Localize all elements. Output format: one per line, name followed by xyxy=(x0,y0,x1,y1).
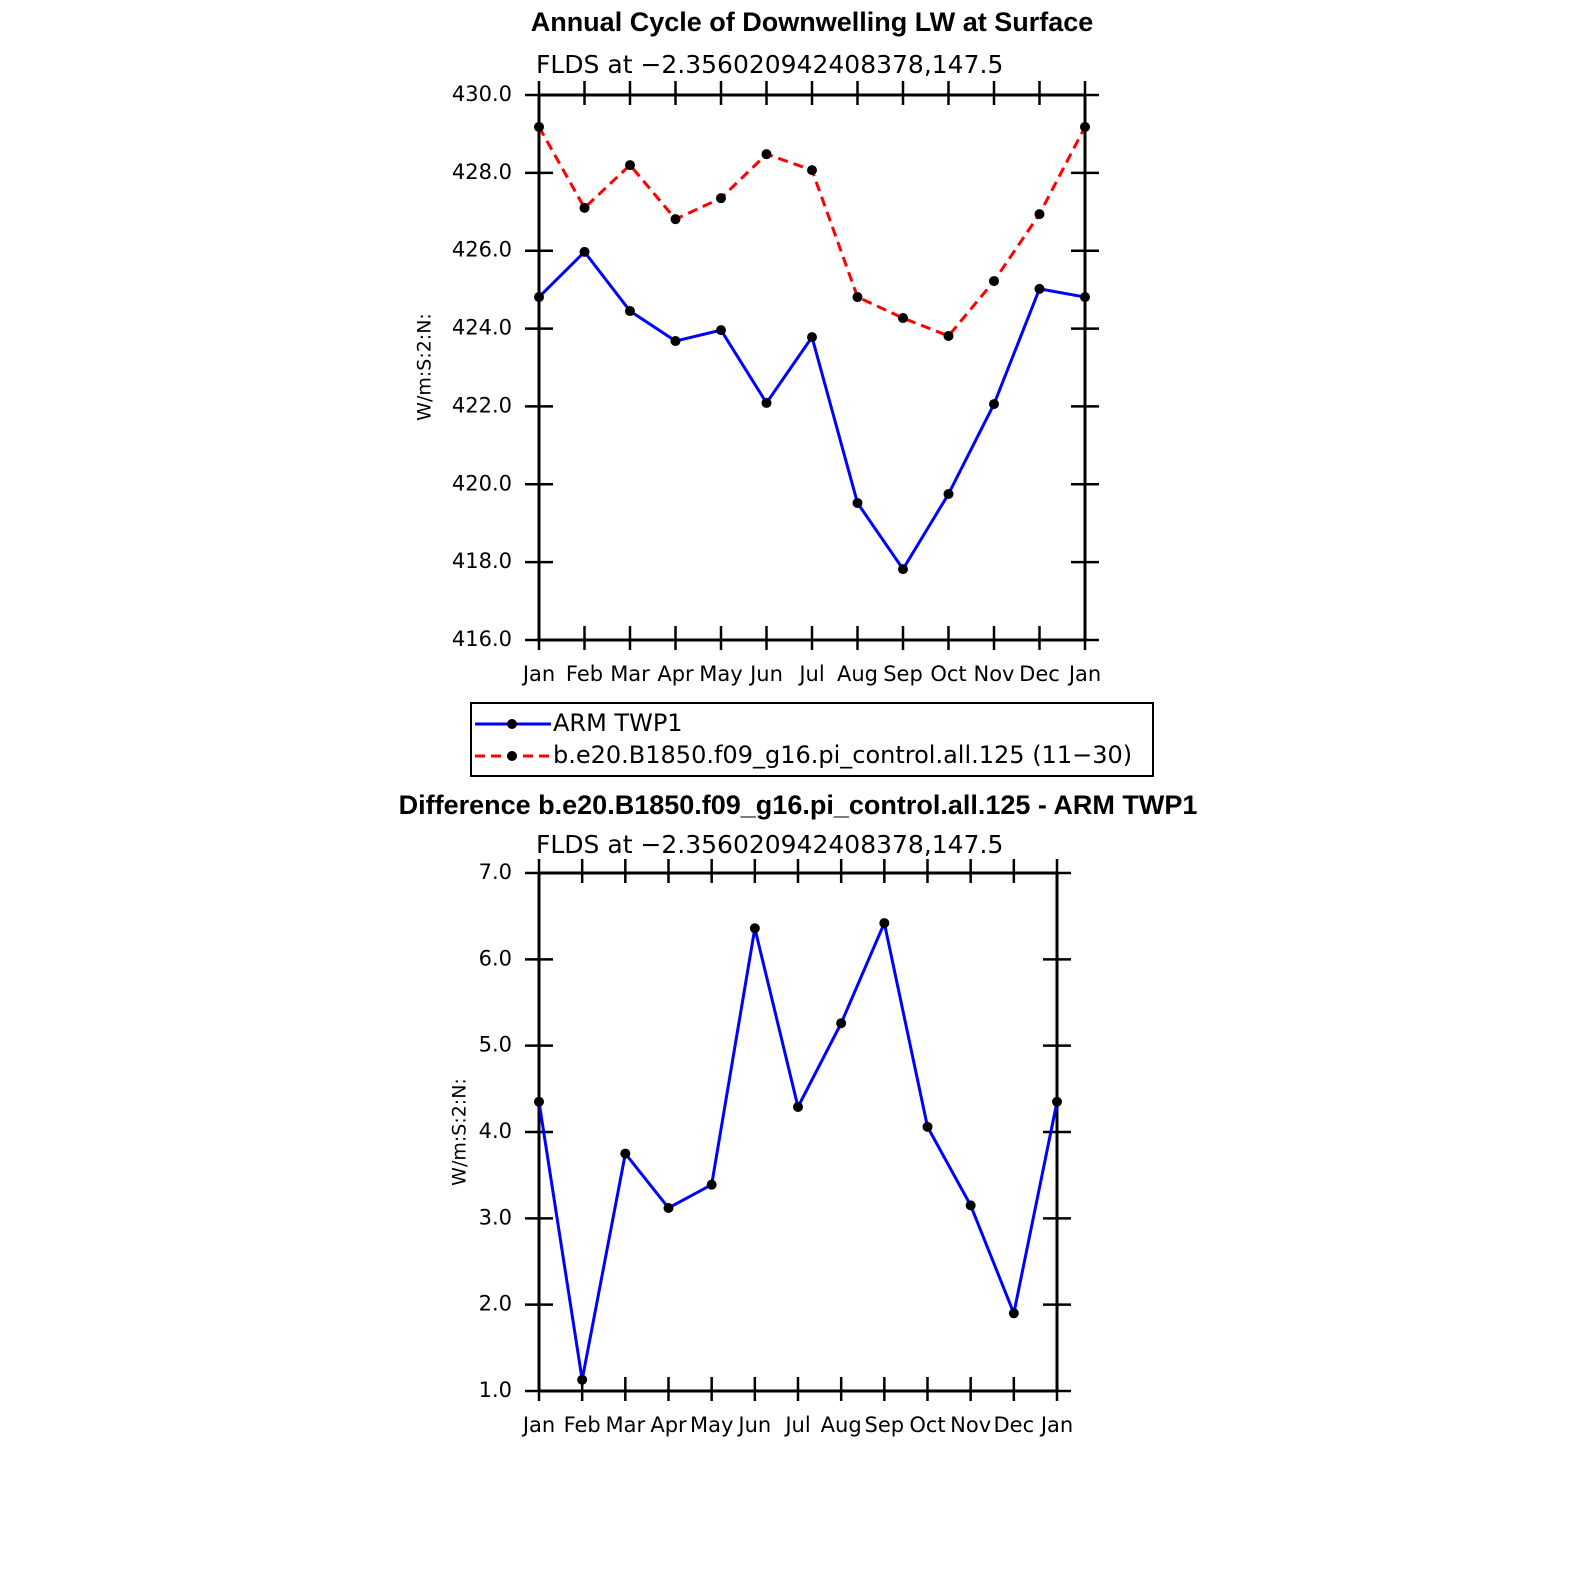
data-point xyxy=(989,399,999,410)
x-tick-label: Jan xyxy=(521,662,555,686)
x-tick-label: May xyxy=(699,662,742,686)
y-tick-label: 5.0 xyxy=(479,1033,512,1057)
data-point xyxy=(749,923,760,934)
x-tick-label: Apr xyxy=(650,1413,687,1437)
x-tick-label: Feb xyxy=(564,1413,601,1437)
series-line xyxy=(537,126,1087,338)
y-tick-label: 6.0 xyxy=(479,946,512,970)
chart-subtitle: FLDS at −2.356020942408378,147.5 xyxy=(536,830,1003,859)
data-point xyxy=(807,332,817,343)
y-tick-label: 7.0 xyxy=(479,860,512,884)
chart-title: Annual Cycle of Downwelling LW at Surfac… xyxy=(531,7,1094,37)
y-tick-label: 416.0 xyxy=(452,627,512,651)
data-point xyxy=(852,497,863,508)
data-point xyxy=(534,121,544,132)
x-tick-label: Nov xyxy=(974,662,1015,686)
data-point xyxy=(922,1121,933,1132)
data-point xyxy=(1034,209,1045,220)
data-point xyxy=(670,214,681,225)
data-point xyxy=(579,202,590,213)
chart-title: Difference b.e20.B1850.f09_g16.pi_contro… xyxy=(399,790,1198,820)
data-point xyxy=(625,160,635,171)
x-tick-label: Aug xyxy=(837,662,878,686)
data-point xyxy=(879,918,890,929)
x-tick-label: Oct xyxy=(930,662,966,686)
y-tick-label: 1.0 xyxy=(479,1378,512,1402)
data-point xyxy=(1080,121,1090,132)
data-point xyxy=(793,1101,803,1112)
y-tick-label: 418.0 xyxy=(452,549,512,573)
y-tick-label: 420.0 xyxy=(452,471,512,495)
plot-frame xyxy=(537,871,1059,1393)
chart-subtitle: FLDS at −2.356020942408378,147.5 xyxy=(536,50,1003,79)
legend-box xyxy=(470,702,1154,777)
data-point xyxy=(1008,1308,1019,1319)
data-point xyxy=(852,292,863,303)
x-tick-label: Apr xyxy=(657,662,694,686)
data-point xyxy=(1080,292,1090,303)
y-tick-label: 4.0 xyxy=(479,1119,512,1143)
x-tick-label: Jul xyxy=(783,1413,810,1437)
data-point xyxy=(836,1018,847,1029)
legend-label: b.e20.B1850.f09_g16.pi_control.all.125 (… xyxy=(553,741,1132,769)
data-point xyxy=(577,1374,588,1385)
data-point xyxy=(1052,1096,1062,1107)
data-point xyxy=(898,564,908,575)
x-tick-label: May xyxy=(690,1413,733,1437)
legend-marker xyxy=(507,719,517,729)
data-point xyxy=(663,1202,674,1213)
legend-marker xyxy=(507,751,517,761)
plot-frame xyxy=(537,93,1087,642)
data-point xyxy=(1034,283,1045,294)
x-tick-label: Dec xyxy=(1019,662,1060,686)
data-point xyxy=(989,276,999,287)
y-tick-label: 430.0 xyxy=(452,82,512,106)
data-point xyxy=(706,1179,717,1190)
data-point xyxy=(534,292,544,303)
x-tick-label: Oct xyxy=(909,1413,945,1437)
x-tick-label: Dec xyxy=(994,1413,1035,1437)
y-tick-label: 426.0 xyxy=(452,238,512,262)
y-tick-label: 422.0 xyxy=(452,393,512,417)
data-point xyxy=(807,165,817,176)
data-point xyxy=(534,1096,544,1107)
data-point xyxy=(625,306,635,317)
legend-label: ARM TWP1 xyxy=(553,709,683,737)
data-point xyxy=(670,336,681,347)
y-tick-label: 424.0 xyxy=(452,316,512,340)
y-tick-label: 428.0 xyxy=(452,160,512,184)
x-tick-label: Nov xyxy=(950,1413,991,1437)
data-point xyxy=(943,330,954,341)
series-line xyxy=(537,918,1059,1381)
x-tick-label: Jun xyxy=(736,1413,771,1437)
x-tick-label: Aug xyxy=(821,1413,862,1437)
data-point xyxy=(579,246,590,257)
data-point xyxy=(898,313,908,324)
y-axis-label: W/m:S:2:N: xyxy=(414,313,436,421)
x-tick-label: Jun xyxy=(748,662,783,686)
y-tick-label: 3.0 xyxy=(479,1205,512,1229)
x-tick-label: Sep xyxy=(865,1413,905,1437)
data-point xyxy=(761,397,772,408)
data-point xyxy=(716,193,726,204)
x-tick-label: Jan xyxy=(1039,1413,1073,1437)
x-tick-label: Sep xyxy=(883,662,923,686)
data-point xyxy=(716,325,726,336)
data-point xyxy=(761,149,772,160)
data-point xyxy=(943,489,954,500)
x-tick-label: Feb xyxy=(566,662,603,686)
y-tick-label: 2.0 xyxy=(479,1292,512,1316)
y-axis-label: W/m:S:2:N: xyxy=(449,1078,471,1186)
x-tick-label: Mar xyxy=(606,1413,646,1437)
x-tick-label: Mar xyxy=(610,662,650,686)
data-point xyxy=(965,1200,976,1211)
x-tick-label: Jan xyxy=(521,1413,555,1437)
x-tick-label: Jul xyxy=(797,662,824,686)
data-point xyxy=(620,1148,631,1159)
series-line xyxy=(537,249,1086,572)
x-tick-label: Jan xyxy=(1067,662,1101,686)
